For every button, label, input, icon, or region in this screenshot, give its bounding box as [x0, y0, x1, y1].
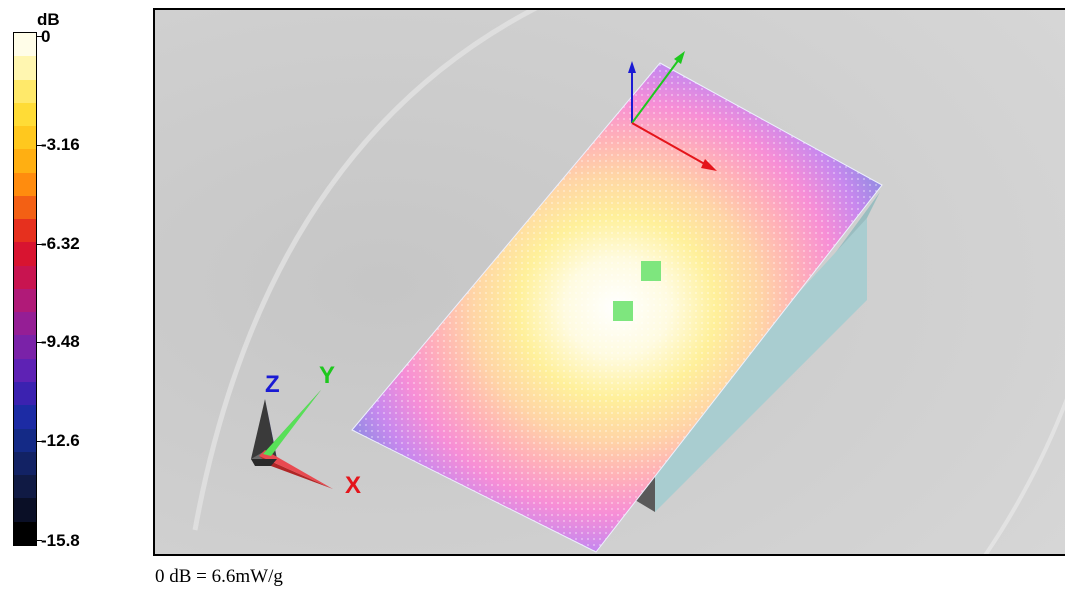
colorbar-legend: dB 0 -3.16 -6.32 -9.48 -12.6 -15.8 [0, 0, 150, 591]
colorbar-segment [14, 405, 36, 429]
colorbar-tick-mark [37, 244, 42, 245]
colorbar-segment [14, 451, 36, 476]
colorbar-tick-3: -9.48 [41, 332, 80, 351]
colorbar-tick-4: -12.6 [41, 431, 80, 450]
colorbar-segment [14, 312, 36, 336]
peak-marker [613, 301, 633, 321]
colorbar-tick-5: -15.8 [41, 531, 80, 550]
colorbar-tick-1: -3.16 [41, 135, 80, 154]
colorbar-tick-mark [37, 540, 42, 541]
phantom-edge-arc [983, 398, 1065, 554]
colorbar-segment [14, 79, 36, 103]
colorbar-segment [14, 219, 36, 243]
colorbar-segment [14, 288, 36, 313]
colorbar-tick-0: 0 [41, 27, 51, 46]
z-axis-label: Z [265, 371, 280, 398]
reference-caption: 0 dB = 6.6mW/g [155, 566, 283, 587]
orientation-axes-icon: Z Y X [251, 362, 361, 499]
colorbar-tick-mark [37, 342, 42, 343]
colorbar-segment [14, 102, 36, 127]
x-axis-label: X [345, 472, 361, 499]
colorbar-unit-label: dB [37, 10, 60, 29]
colorbar-segment [14, 172, 36, 196]
colorbar-segment [14, 428, 36, 452]
colorbar-segment [14, 242, 36, 266]
colorbar-segment [14, 33, 36, 57]
colorbar-segment [14, 335, 36, 359]
colorbar-tick-mark [37, 36, 42, 37]
colorbar-segment [14, 498, 36, 522]
colorbar-segment [14, 475, 36, 499]
colorbar-tick-mark [37, 145, 42, 146]
phantom-edge-arc [192, 10, 538, 531]
colorbar-segment [14, 149, 36, 173]
3d-viewport[interactable]: Z Y X [153, 8, 1065, 556]
peak-marker [641, 261, 661, 281]
colorbar-segment [14, 381, 36, 406]
colorbar-gradient [13, 32, 37, 546]
colorbar-segment [14, 521, 36, 545]
colorbar-tick-2: -6.32 [41, 234, 80, 253]
colorbar-segment [14, 56, 36, 80]
colorbar-segment [14, 195, 36, 220]
surface-axes-icon [628, 51, 717, 171]
colorbar-segment [14, 126, 36, 150]
sar-scene: Z Y X [155, 10, 1065, 554]
colorbar-segment [14, 265, 36, 289]
colorbar-tick-mark [37, 441, 42, 442]
colorbar-segment [14, 358, 36, 382]
y-axis-label: Y [319, 362, 335, 389]
